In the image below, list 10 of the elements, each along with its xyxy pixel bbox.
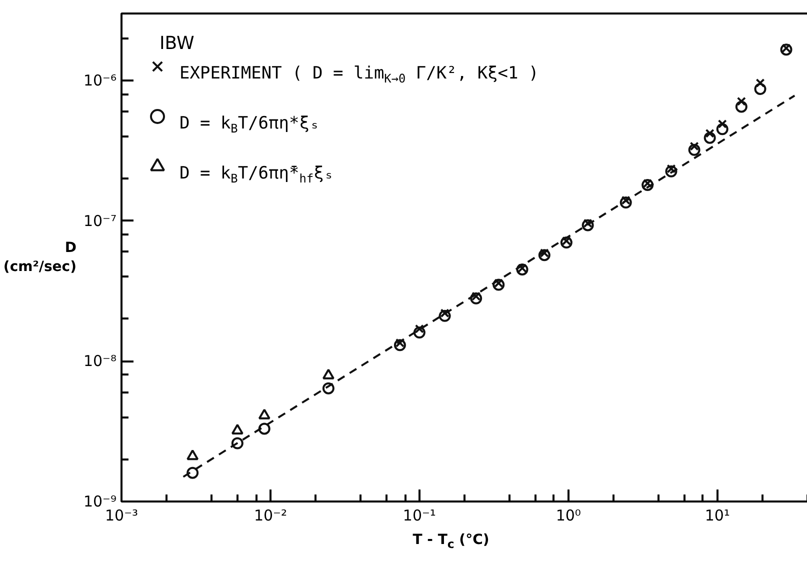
annotation: IBW (160, 33, 195, 54)
y-tick-label: 10⁻⁷ (83, 212, 117, 230)
x-tick-label: 10⁻¹ (402, 506, 436, 524)
x-tick-label: 10⁻² (254, 506, 287, 524)
y-tick-label: 10⁻⁸ (83, 352, 117, 370)
y-tick-label: 10⁻⁶ (83, 71, 117, 90)
x-tick-label: 10⁰ (556, 506, 581, 524)
y-axis-title: D (cm²/sec) (3, 240, 76, 276)
x-tick-label: 10¹ (704, 506, 730, 524)
x-axis-title: T - T$_{c}$ (°C) (412, 532, 490, 552)
